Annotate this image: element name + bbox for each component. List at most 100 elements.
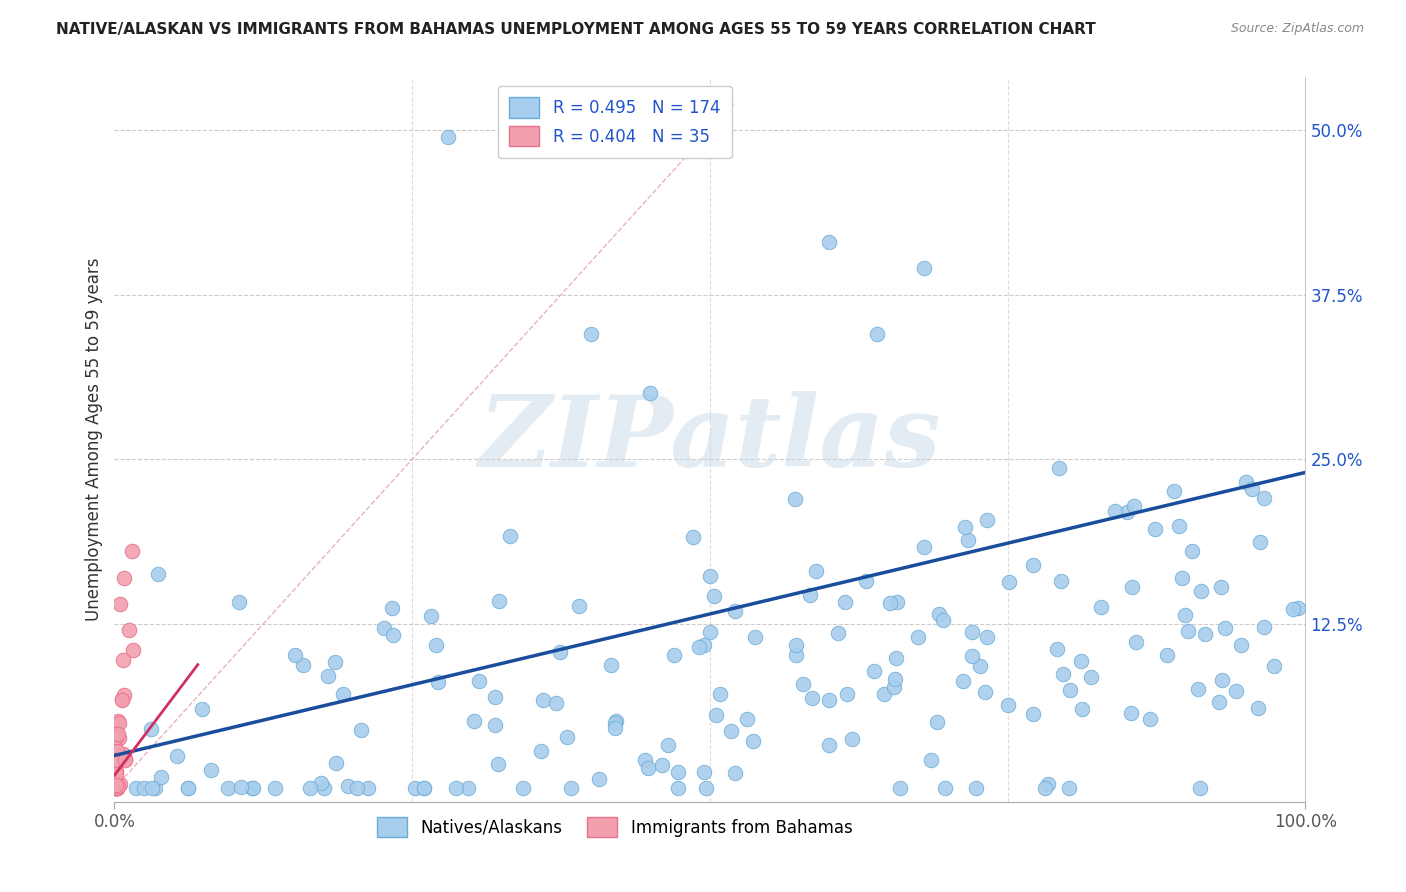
Point (1234, 475, 1257, 490)
Point (1139, 712, 1161, 726)
Point (723, 604, 745, 618)
Point (834, 595, 856, 609)
Point (1057, 781, 1080, 796)
Point (925, 714, 948, 729)
Point (107, 714, 129, 728)
Point (382, 628, 405, 642)
Point (603, 716, 626, 731)
Point (263, 781, 285, 796)
Point (484, 718, 506, 732)
Point (105, 727, 128, 741)
Point (1035, 781, 1057, 796)
Point (555, 731, 578, 745)
Point (108, 731, 131, 746)
Point (314, 781, 336, 796)
Point (111, 692, 134, 706)
Point (546, 696, 568, 710)
Point (104, 781, 127, 796)
Point (105, 728, 128, 742)
Point (735, 712, 758, 726)
Point (1115, 505, 1137, 519)
Point (605, 714, 627, 728)
Point (114, 752, 136, 766)
Point (105, 767, 128, 781)
Point (709, 687, 731, 701)
Point (1050, 574, 1073, 588)
Point (588, 772, 610, 786)
Point (568, 599, 591, 614)
Point (863, 665, 886, 679)
Point (974, 684, 997, 698)
Point (634, 753, 657, 767)
Point (1070, 702, 1092, 716)
Point (112, 688, 135, 702)
Legend: Natives/Alaskans, Immigrants from Bahamas: Natives/Alaskans, Immigrants from Bahama… (370, 810, 859, 844)
Point (425, 638, 447, 652)
Point (799, 588, 821, 602)
Point (191, 702, 214, 716)
Point (742, 733, 765, 747)
Point (104, 730, 127, 744)
Point (1080, 670, 1102, 684)
Point (177, 781, 200, 796)
Point (499, 528, 522, 542)
Point (1022, 558, 1045, 572)
Point (928, 607, 950, 621)
Point (835, 687, 858, 701)
Point (976, 513, 998, 527)
Point (486, 756, 509, 771)
Point (965, 781, 987, 796)
Point (883, 680, 905, 694)
Text: NATIVE/ALASKAN VS IMMIGRANTS FROM BAHAMAS UNEMPLOYMENT AMONG AGES 55 TO 59 YEARS: NATIVE/ALASKAN VS IMMIGRANTS FROM BAHAMA… (56, 22, 1097, 37)
Point (1121, 581, 1143, 595)
Point (873, 687, 896, 701)
Point (1187, 681, 1209, 696)
Point (111, 747, 134, 761)
Point (141, 781, 163, 796)
Point (884, 672, 907, 686)
Point (121, 544, 143, 558)
Point (957, 533, 980, 547)
Point (1194, 626, 1216, 640)
Point (818, 235, 841, 249)
Point (865, 327, 887, 342)
Point (299, 781, 322, 796)
Point (112, 571, 135, 585)
Point (1240, 482, 1263, 496)
Point (1211, 673, 1233, 687)
Point (962, 648, 984, 663)
Point (125, 781, 148, 796)
Point (934, 781, 956, 796)
Point (108, 776, 131, 790)
Point (107, 726, 129, 740)
Point (240, 781, 263, 796)
Point (1170, 571, 1192, 585)
Point (104, 781, 127, 796)
Point (484, 690, 506, 704)
Point (1249, 535, 1271, 549)
Point (404, 781, 426, 796)
Point (110, 597, 132, 611)
Point (413, 781, 436, 796)
Point (720, 723, 742, 738)
Point (1177, 624, 1199, 638)
Point (114, 752, 136, 766)
Point (560, 781, 582, 796)
Point (886, 651, 908, 665)
Point (457, 781, 479, 796)
Point (920, 753, 942, 767)
Point (325, 756, 347, 771)
Point (444, 781, 467, 796)
Point (1156, 648, 1178, 662)
Point (373, 621, 395, 635)
Point (145, 781, 167, 796)
Point (952, 673, 974, 688)
Point (118, 624, 141, 638)
Point (325, 655, 347, 669)
Point (292, 658, 315, 673)
Point (346, 781, 368, 796)
Point (413, 781, 436, 796)
Text: ZIPatlas: ZIPatlas (478, 392, 941, 488)
Point (912, 541, 935, 555)
Point (104, 741, 127, 756)
